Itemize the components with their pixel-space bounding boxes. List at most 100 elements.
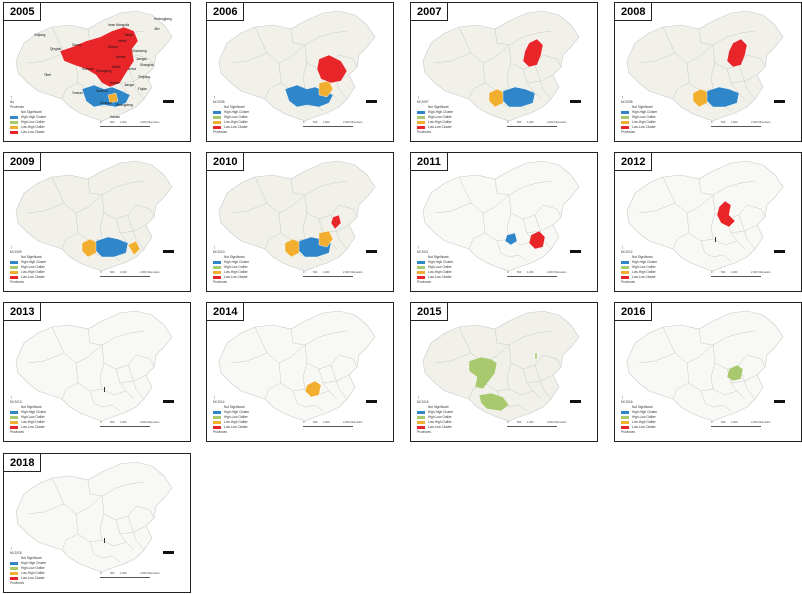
legend-item: Low-Low Cluster — [213, 125, 249, 130]
map-legend: MI 2010 Not Significant High-High Cluster H… — [213, 250, 249, 285]
scale-bar: 0 500 1,000 2,000 Kilometers — [303, 421, 362, 429]
province-border — [508, 180, 552, 196]
province-border — [27, 503, 65, 515]
province-border — [304, 330, 348, 346]
cluster-region-low-low — [316, 54, 348, 84]
legend-swatch — [213, 110, 221, 115]
inset-marker — [570, 250, 581, 253]
inset-marker — [163, 250, 174, 253]
legend-item: High-Low Outlier — [621, 265, 657, 270]
legend-swatch — [417, 425, 425, 430]
scale-tick-label: 0 — [711, 121, 713, 124]
province-label: Xinjiang — [34, 33, 46, 37]
north-arrow-icon: ↑ — [10, 245, 13, 251]
province-border — [468, 232, 486, 250]
legend-item-label: High-High Cluster — [632, 410, 658, 414]
legend-item-label: High-Low Outlier — [632, 415, 656, 419]
province-border — [87, 328, 103, 346]
province-border — [434, 202, 472, 214]
china-map — [626, 160, 784, 272]
province-border — [290, 328, 306, 346]
legend-item: High-Low Outlier — [10, 120, 46, 125]
legend-item-label: Low-Low Cluster — [224, 125, 248, 129]
province-border — [61, 533, 79, 551]
legend-swatch — [417, 275, 425, 280]
legend-item-label: Low-High Outlier — [632, 270, 656, 274]
legend-swatch — [10, 256, 18, 260]
province-label: Guangdong — [116, 103, 133, 107]
province-border — [125, 541, 135, 551]
legend-swatch — [10, 406, 18, 410]
legend-item-label: High-Low Outlier — [224, 115, 248, 119]
map-panel-2015: 2015 ↑ MI 2015 Not Significant High-High Clu… — [410, 302, 598, 442]
legend-item: High-Low Outlier — [417, 115, 453, 120]
scale-tick-label: 2,000 Kilometers — [140, 572, 160, 575]
legend-item-label: High-Low Outlier — [21, 265, 45, 269]
cluster-region-low-high — [692, 88, 710, 108]
scale-tick-label: 0 — [100, 572, 102, 575]
scale-tick-label: 0 — [303, 271, 305, 274]
scale-tick-label: 1,000 — [323, 271, 330, 274]
province-border — [526, 374, 554, 384]
province-label: Jiangxi — [124, 83, 134, 87]
province-border — [700, 390, 732, 412]
legend-item: High-Low Outlier — [621, 415, 657, 420]
province-label: Guizhou — [96, 89, 108, 93]
legend-item: Not Significant — [10, 255, 46, 260]
legend-item-label: High-Low Outlier — [632, 265, 656, 269]
legend-item: High-High Cluster — [10, 561, 46, 566]
legend-swatch — [10, 130, 18, 135]
province-border — [712, 30, 756, 46]
legend-item-label: Low-High Outlier — [428, 120, 452, 124]
province-border — [672, 82, 690, 100]
inset-marker — [570, 100, 581, 103]
north-arrow-icon: ↑ — [621, 245, 624, 251]
province-border — [746, 54, 766, 68]
scale-bar: 0 500 1,000 2,000 Kilometers — [711, 271, 770, 279]
scale-tick-label: 500 — [721, 121, 726, 124]
legend-swatch — [417, 125, 425, 130]
map-panel-2013: 2013 ↑ MI 2013 Not Significant High-High Clu… — [3, 302, 191, 442]
legend-footer: Provinces — [213, 280, 227, 284]
province-border — [534, 64, 552, 100]
scale-bar: 0 500 1,000 2,000 Kilometers — [507, 421, 566, 429]
legend-item: Low-High Outlier — [621, 120, 657, 125]
province-border — [127, 364, 145, 400]
legend-item-label: Low-High Outlier — [224, 270, 248, 274]
legend-item-label: Low-High Outlier — [428, 420, 452, 424]
legend-item-label: Low-Low Cluster — [21, 275, 45, 279]
province-label: Qinghai — [50, 47, 61, 51]
province-border — [125, 390, 135, 400]
inset-marker — [774, 400, 785, 403]
cluster-region-low-low — [716, 200, 736, 228]
province-border — [738, 64, 756, 100]
province-label: Chongqing — [96, 69, 112, 73]
china-map — [218, 160, 376, 272]
province-border — [135, 54, 155, 68]
legend-item-label: Not Significant — [21, 110, 42, 114]
province-border — [101, 330, 145, 346]
legend-item: Not Significant — [10, 110, 46, 115]
legend-item-label: High-High Cluster — [428, 260, 454, 264]
legend-item: Low-Low Cluster — [621, 125, 657, 130]
province-border — [119, 374, 147, 384]
china-map — [15, 10, 173, 122]
province-border — [730, 224, 758, 234]
legend-item-label: High-Low Outlier — [224, 265, 248, 269]
legend-item: Low-High Outlier — [10, 420, 46, 425]
province-border — [686, 362, 714, 392]
legend-item: Low-Low Cluster — [10, 275, 46, 280]
legend-item-label: Low-Low Cluster — [428, 425, 452, 429]
scale-tick-label: 1,000 — [731, 421, 738, 424]
legend-footer: Provinces — [10, 581, 24, 585]
legend-swatch — [621, 270, 629, 275]
province-border — [230, 352, 268, 364]
legend-item: Low-High Outlier — [10, 270, 46, 275]
china-map — [626, 310, 784, 422]
province-border — [506, 362, 534, 396]
legend-swatch — [621, 110, 629, 115]
china-map — [15, 461, 173, 573]
legend-item: Not Significant — [213, 405, 249, 410]
scale-tick-label: 500 — [517, 421, 522, 424]
legend-swatch — [213, 115, 221, 120]
